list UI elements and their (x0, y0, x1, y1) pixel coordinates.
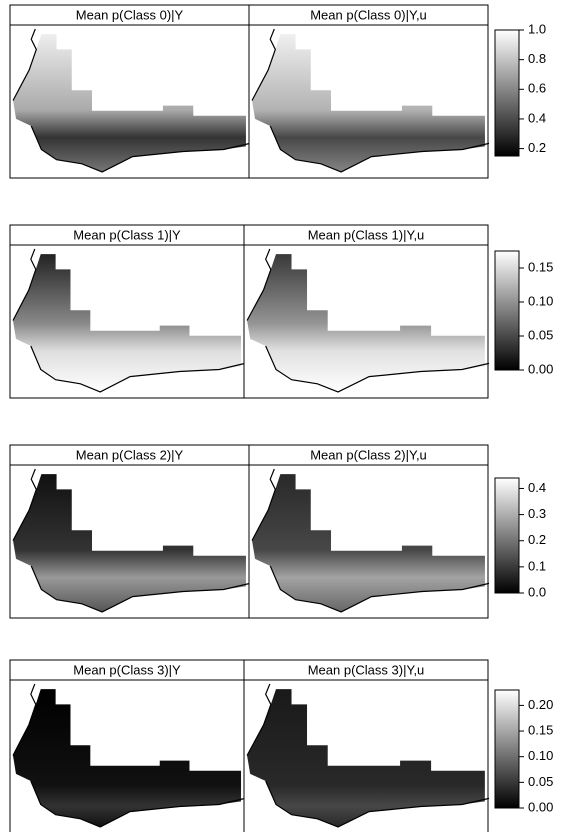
panel-title: Mean p(Class 1)|Y,u (308, 227, 425, 242)
colorbar-tick-label: 0.05 (528, 774, 553, 789)
panel-title: Mean p(Class 2)|Y (76, 447, 184, 462)
panel-title: Mean p(Class 3)|Y,u (308, 662, 425, 677)
map (252, 29, 489, 172)
colorbar (494, 250, 520, 371)
panel-title: Mean p(Class 0)|Y (76, 7, 184, 22)
panel-title: Mean p(Class 1)|Y (73, 227, 181, 242)
coastline (247, 684, 489, 827)
colorbar-tick-label: 0.6 (528, 81, 546, 96)
coastline (13, 469, 250, 612)
map (13, 469, 250, 612)
map-panel: Mean p(Class 0)|Y (9, 4, 250, 179)
map-panel: Mean p(Class 2)|Y (9, 444, 250, 619)
colorbar-tick-label: 0.2 (528, 140, 546, 155)
colorbar-tick-label: 0.20 (528, 697, 553, 712)
coastline (13, 249, 245, 392)
colorbar (494, 689, 520, 809)
map (13, 249, 245, 392)
colorbar (494, 29, 520, 157)
map (252, 469, 489, 612)
map (247, 684, 489, 827)
coastline (247, 249, 489, 392)
colorbar-tick-label: 0.00 (528, 361, 553, 376)
colorbar-tick-label: 0.15 (528, 259, 553, 274)
panel-title: Mean p(Class 2)|Y,u (310, 447, 427, 462)
colorbar-tick-label: 0.0 (528, 584, 546, 599)
coastline (13, 684, 245, 827)
colorbar-tick-label: 0.1 (528, 558, 546, 573)
map-panel: Mean p(Class 3)|Y,u (243, 659, 489, 834)
map-panel: Mean p(Class 0)|Y,u (248, 4, 489, 179)
coastline (252, 469, 489, 612)
colorbar-tick-label: 0.4 (528, 480, 546, 495)
colorbar-tick-label: 0.3 (528, 506, 546, 521)
colorbar-tick-label: 0.10 (528, 293, 553, 308)
map (13, 29, 250, 172)
colorbar-tick-label: 0.8 (528, 51, 546, 66)
coastline (13, 29, 250, 172)
colorbar-tick-label: 1.0 (528, 21, 546, 36)
colorbar-tick-label: 0.4 (528, 110, 546, 125)
colorbar-tick-label: 0.05 (528, 327, 553, 342)
colorbar (494, 477, 520, 594)
map-panel: Mean p(Class 2)|Y,u (248, 444, 489, 619)
colorbar-tick-label: 0.2 (528, 532, 546, 547)
panel-title: Mean p(Class 3)|Y (73, 662, 181, 677)
map (13, 684, 245, 827)
map-panel: Mean p(Class 1)|Y,u (243, 224, 489, 399)
map-panel: Mean p(Class 3)|Y (9, 659, 245, 834)
colorbar-tick-label: 0.00 (528, 799, 553, 814)
colorbar-tick-label: 0.10 (528, 748, 553, 763)
colorbar-tick-label: 0.15 (528, 722, 553, 737)
coastline (252, 29, 489, 172)
map (247, 249, 489, 392)
map-panel: Mean p(Class 1)|Y (9, 224, 245, 399)
panel-title: Mean p(Class 0)|Y,u (310, 7, 427, 22)
